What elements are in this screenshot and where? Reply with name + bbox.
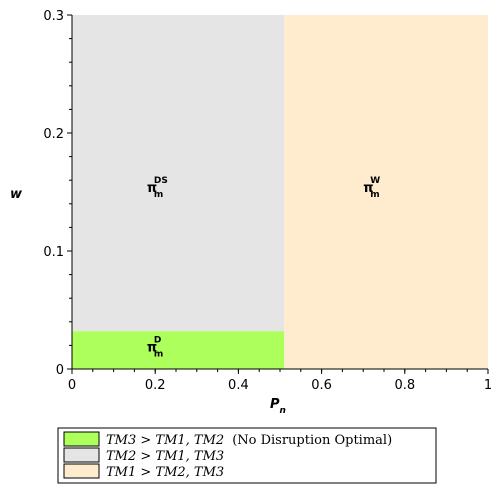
legend-swatch: [63, 463, 100, 479]
region-label-d: πDm: [147, 335, 163, 359]
x-tick-label: 0.2: [145, 378, 166, 393]
y-tick-label: 0.3: [43, 9, 64, 24]
x-tick-label: 0: [68, 378, 76, 393]
region-symbol: π: [147, 181, 157, 196]
region-symbol: π: [147, 340, 157, 355]
x-tick-label: 0.4: [228, 378, 249, 393]
y-tick-label: 0: [56, 363, 64, 378]
region-sub: m: [370, 190, 379, 200]
region-label-w: πWm: [363, 176, 380, 200]
legend-entry: TM2 > TM1, TM3: [106, 449, 224, 464]
region-sub: m: [154, 190, 163, 200]
legend: TM3 > TM1, TM2 (No Disruption Optimal)TM2…: [57, 427, 437, 484]
region-label-ds: πDS m: [147, 176, 168, 200]
x-ticks: 0 0.2 0.4 0.6 0.8 1: [68, 369, 492, 393]
x-axis-label-sub: n: [280, 406, 286, 416]
y-tick-label: 0.1: [43, 245, 64, 260]
x-axis-label: Pn: [270, 397, 286, 416]
region-layer: [72, 15, 488, 369]
legend-swatch: [63, 431, 100, 447]
legend-box: [57, 427, 437, 484]
x-axis-label-base: P: [270, 397, 280, 412]
region-sup: DS: [154, 176, 168, 186]
region-sub: m: [154, 349, 163, 359]
y-tick-label: 0.2: [43, 127, 64, 142]
legend-entry: TM3 > TM1, TM2 (No Disruption Optimal): [106, 433, 392, 448]
legend-entry: TM1 > TM2, TM3: [106, 465, 224, 480]
x-tick-label: 1: [484, 378, 492, 393]
region-sup: D: [154, 335, 161, 345]
y-axis-label: w: [10, 187, 23, 202]
y-ticks: 0 0.1 0.2 0.3: [43, 9, 72, 378]
region-symbol: π: [363, 181, 373, 196]
x-tick-label: 0.6: [311, 378, 332, 393]
region-w: [284, 15, 488, 369]
region-sup: W: [370, 176, 380, 186]
region-ds: [72, 15, 285, 332]
legend-swatch: [63, 447, 100, 463]
x-tick-label: 0.8: [394, 378, 415, 393]
region-d: [72, 331, 285, 369]
